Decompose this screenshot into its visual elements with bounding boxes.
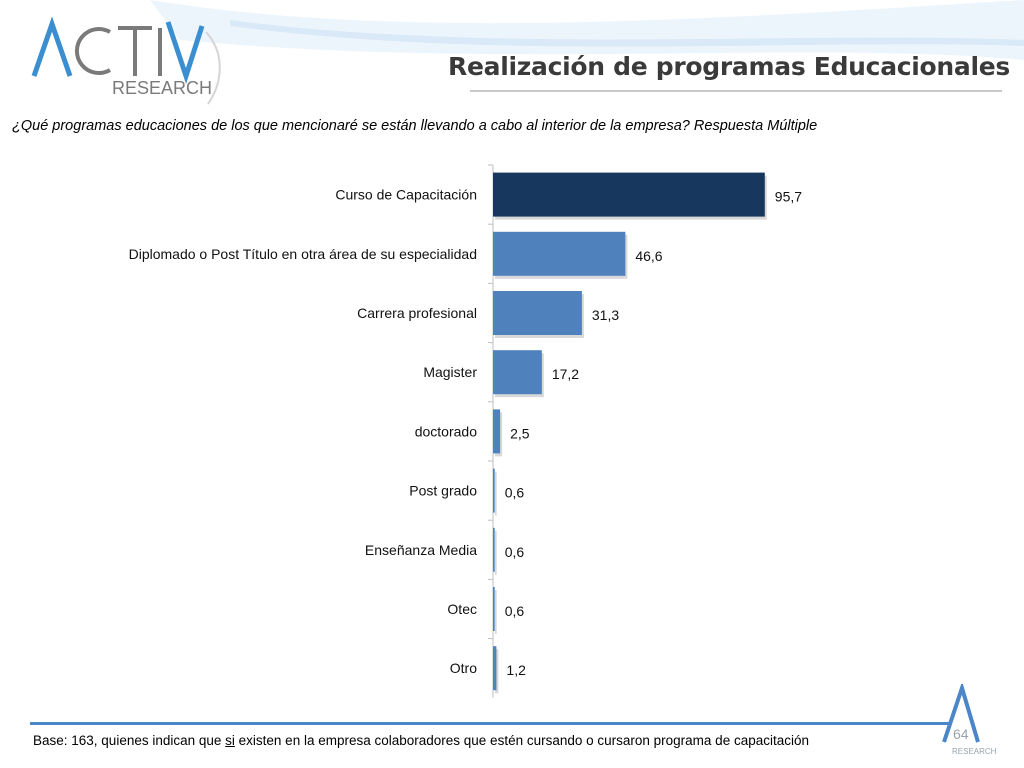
corner-logo: RESEARCH bbox=[942, 684, 997, 756]
horizontal-bar-chart: Curso de Capacitación 95,7 Diplomado o Pos… bbox=[129, 164, 802, 698]
value-label: 0,6 bbox=[505, 485, 525, 501]
footnote-suffix: existen en la empresa colaboradores que … bbox=[234, 733, 809, 748]
activa-research-logo: RESEARCH bbox=[31, 16, 221, 105]
title-divider bbox=[470, 90, 1002, 92]
category-label: Otec bbox=[447, 601, 477, 617]
corner-logo-text: RESEARCH bbox=[952, 747, 997, 756]
bar-shadow bbox=[495, 530, 497, 575]
footnote-prefix: Base: 163, quienes indican que bbox=[33, 733, 226, 748]
category-label: Enseñanza Media bbox=[365, 542, 477, 558]
category-label: Post grado bbox=[409, 483, 477, 499]
bar-5 bbox=[493, 468, 495, 513]
category-label: Carrera profesional bbox=[357, 305, 477, 321]
footnote-underlined: si bbox=[225, 733, 235, 748]
bar-7 bbox=[493, 587, 495, 631]
bar-4 bbox=[493, 409, 501, 454]
category-label: Otro bbox=[450, 660, 477, 676]
value-label: 31,3 bbox=[592, 307, 619, 323]
value-label: 17,2 bbox=[552, 366, 579, 382]
bar-3 bbox=[493, 350, 542, 395]
bar-shadow bbox=[495, 649, 499, 694]
footer-divider bbox=[30, 722, 950, 725]
category-label: Magister bbox=[423, 364, 477, 380]
bar-shadow bbox=[495, 590, 497, 634]
bar-0 bbox=[493, 172, 765, 217]
value-label: 2,5 bbox=[510, 425, 530, 441]
page-title: Realización de programas Educacionales bbox=[448, 52, 1010, 81]
bar-shadow bbox=[495, 471, 497, 516]
value-label: 95,7 bbox=[775, 189, 802, 205]
logo-research-text: RESEARCH bbox=[112, 78, 212, 98]
value-label: 0,6 bbox=[505, 544, 525, 560]
bar-2 bbox=[493, 291, 582, 335]
value-label: 1,2 bbox=[506, 662, 526, 678]
value-label: 0,6 bbox=[505, 603, 525, 619]
page-number: 64 bbox=[953, 726, 969, 742]
category-label: Curso de Capacitación bbox=[335, 187, 477, 203]
bar-6 bbox=[493, 527, 495, 572]
bar-1 bbox=[493, 231, 626, 276]
category-label: doctorado bbox=[415, 423, 477, 439]
bar-8 bbox=[493, 646, 497, 691]
base-footnote: Base: 163, quienes indican que si existe… bbox=[33, 733, 809, 748]
category-label: Diplomado o Post Título en otra área de … bbox=[129, 246, 477, 262]
survey-question: ¿Qué programas educaciones de los que me… bbox=[12, 118, 818, 134]
value-label: 46,6 bbox=[635, 248, 662, 264]
